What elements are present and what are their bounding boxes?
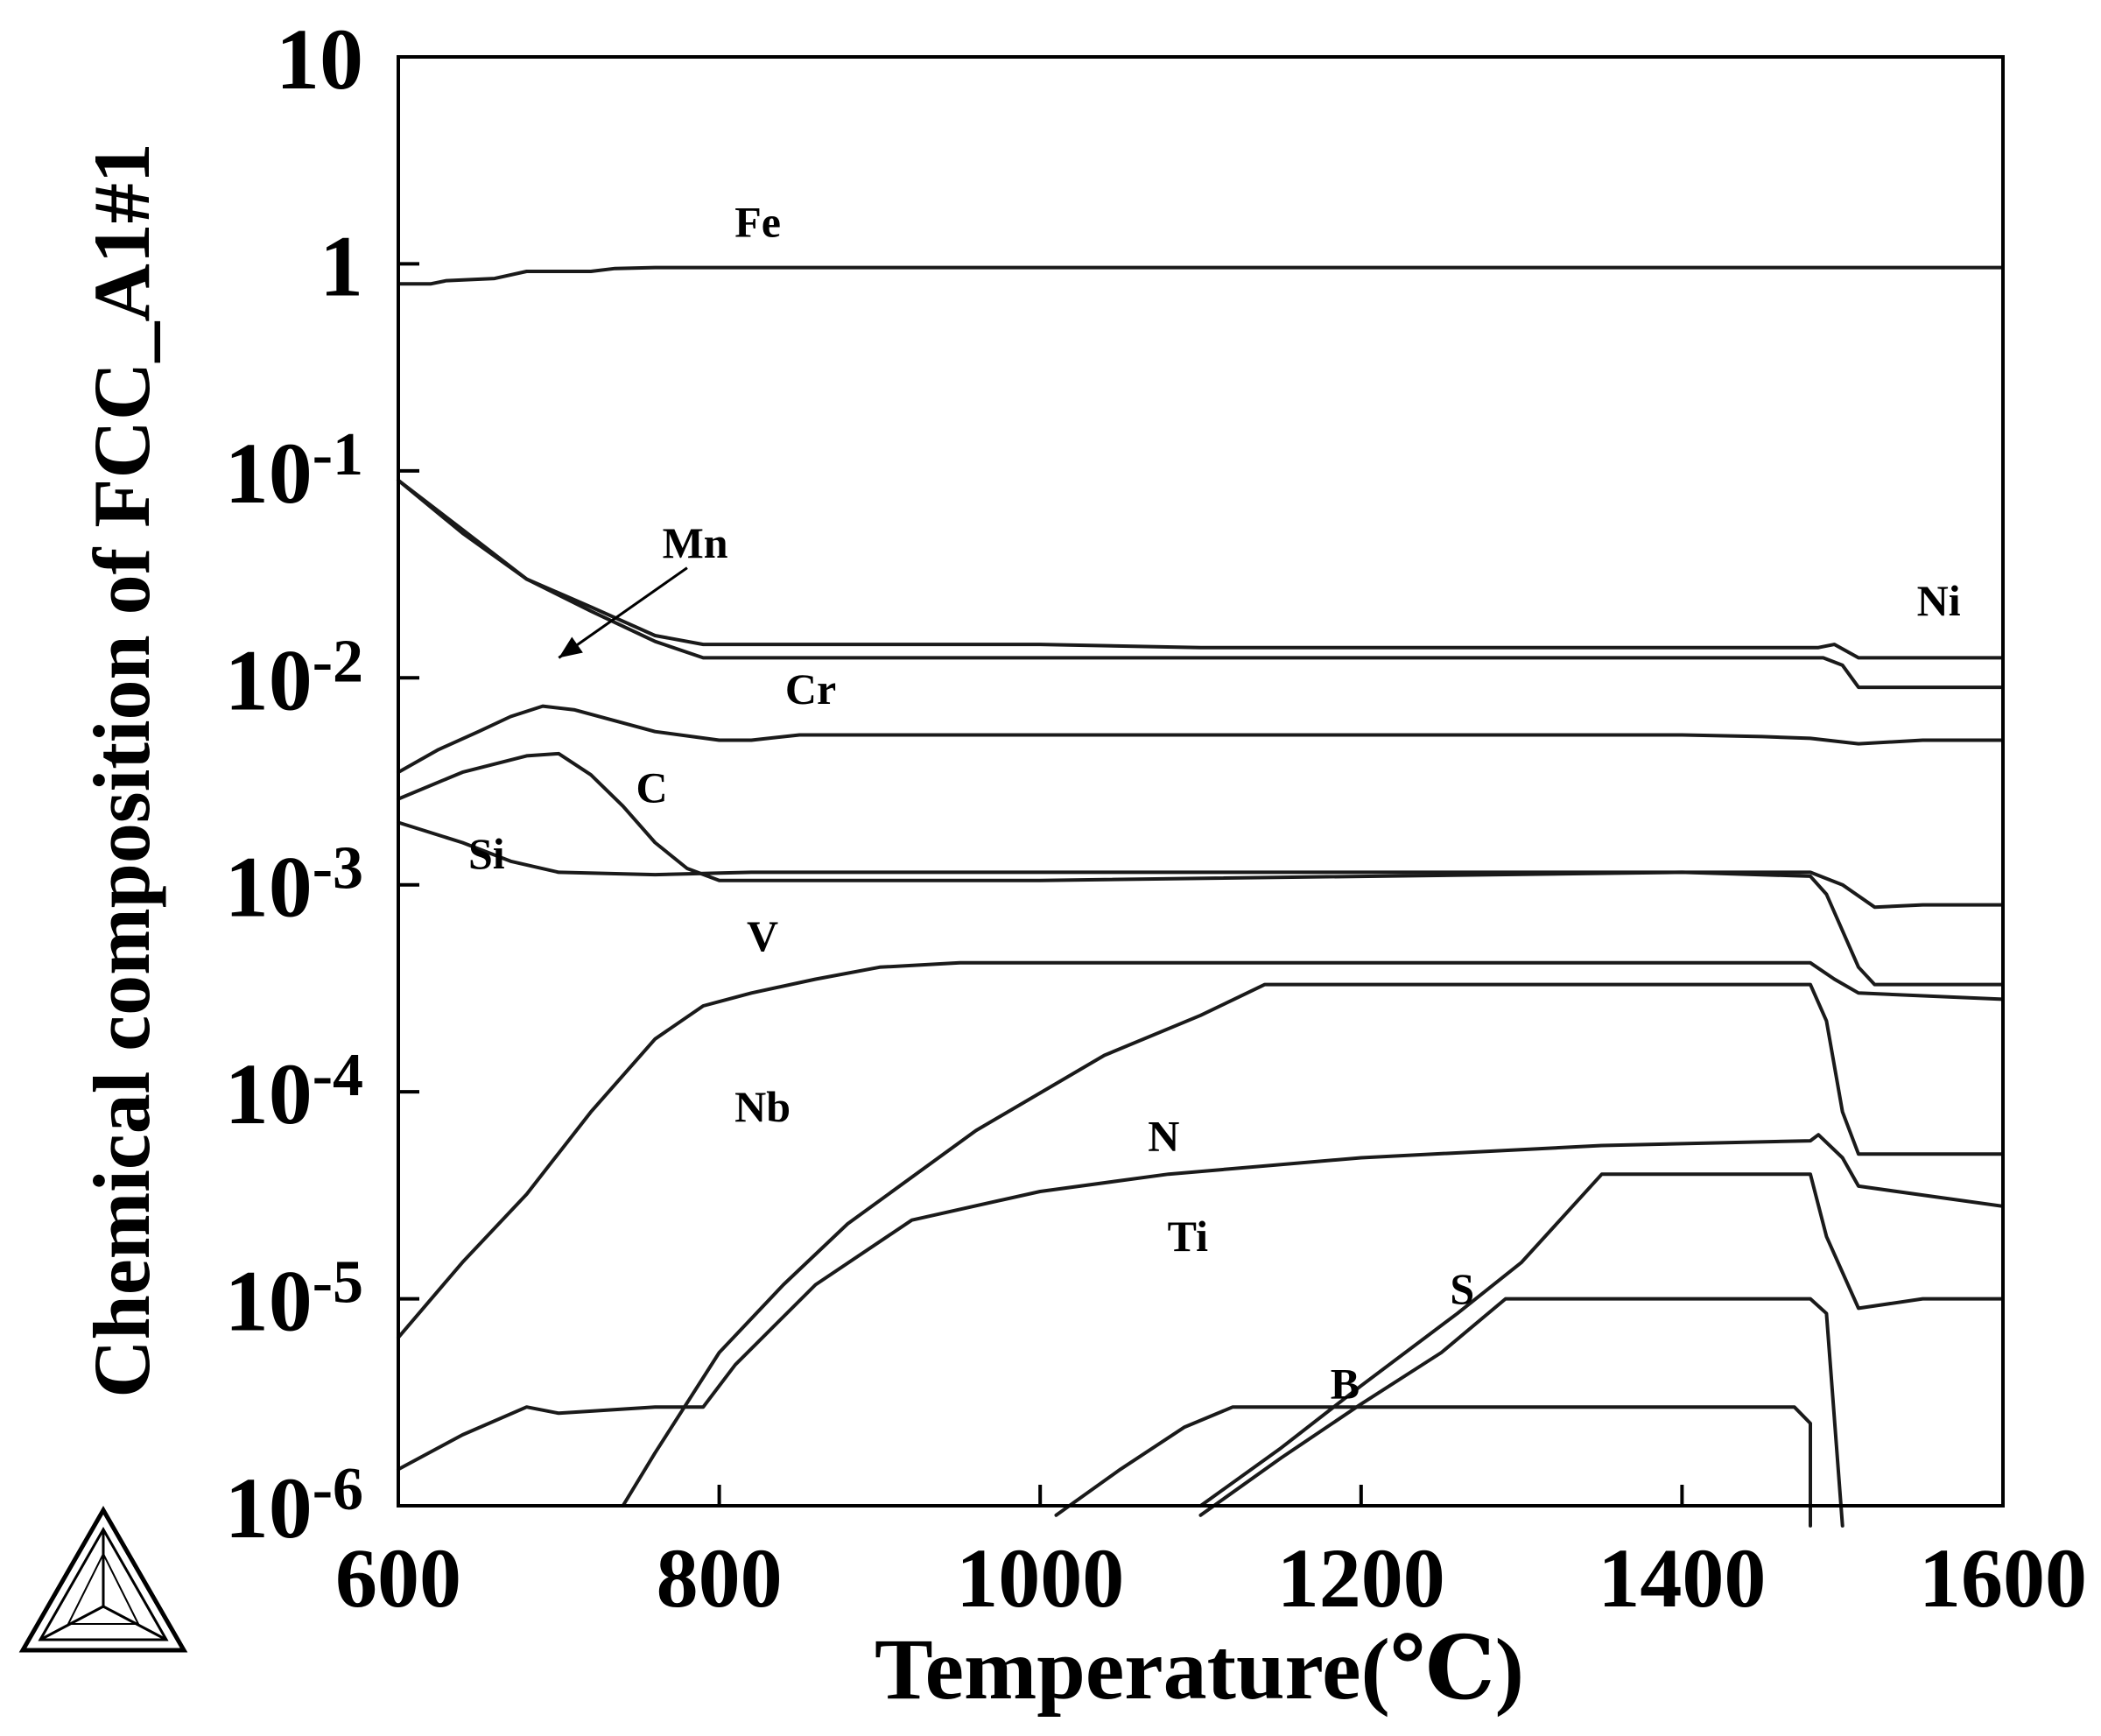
thermo-calc-logo-icon bbox=[18, 1505, 188, 1653]
x-axis-title: Temperature(℃) bbox=[875, 1620, 1524, 1718]
plot-lines bbox=[397, 265, 2005, 1528]
series-label-b: B bbox=[1331, 1359, 1360, 1408]
y-tick-label: 10-3 bbox=[225, 835, 363, 936]
series-label-cr: Cr bbox=[785, 664, 836, 713]
y-tick-label: 10 bbox=[276, 11, 363, 108]
series-line-v bbox=[397, 960, 2005, 1339]
series-line-si bbox=[397, 820, 2005, 910]
series-label-v: V bbox=[747, 911, 778, 960]
series-label-ti: Ti bbox=[1168, 1212, 1208, 1261]
series-line-s bbox=[1198, 1297, 1845, 1528]
y-tick-exponent: -4 bbox=[313, 1042, 363, 1109]
x-tick-labels: 600 800 1000 1200 1400 1600 bbox=[335, 1531, 2087, 1625]
y-tick-label: 10-1 bbox=[225, 421, 363, 522]
series-line-b bbox=[1054, 1405, 1812, 1528]
series-line-nb bbox=[621, 982, 2005, 1508]
y-tick-label: 1 bbox=[320, 217, 363, 314]
x-tick-label: 1000 bbox=[956, 1531, 1124, 1625]
series-line-cr bbox=[397, 704, 2005, 775]
series-label-n: N bbox=[1148, 1111, 1179, 1160]
y-tick-base: 10 bbox=[225, 1253, 313, 1350]
x-tick-label: 600 bbox=[335, 1531, 461, 1625]
plot-frame bbox=[397, 55, 2005, 1508]
series-label-fe: Fe bbox=[734, 198, 781, 247]
y-tick-label: 10-4 bbox=[225, 1042, 363, 1142]
y-tick-label: 10-6 bbox=[225, 1456, 363, 1557]
x-tick-label: 800 bbox=[657, 1531, 783, 1625]
y-tick-base: 10 bbox=[225, 1045, 313, 1142]
x-tick-label: 1400 bbox=[1598, 1531, 1766, 1625]
mn-arrowhead-icon bbox=[559, 636, 583, 658]
axis-ticks bbox=[397, 55, 2005, 1508]
series-label-nb: Nb bbox=[734, 1082, 791, 1131]
y-tick-exponent: -2 bbox=[313, 628, 363, 695]
y-tick-exponent: -1 bbox=[313, 421, 363, 488]
y-tick-base: 10 bbox=[225, 425, 313, 522]
series-label-si: Si bbox=[468, 829, 505, 878]
series-line-mn bbox=[397, 478, 2005, 690]
series-line-n bbox=[397, 1133, 2005, 1472]
series-line-ni bbox=[397, 478, 2005, 660]
series-line-fe bbox=[397, 265, 2005, 286]
y-tick-exponent: -6 bbox=[313, 1456, 363, 1523]
series-label-c: C bbox=[636, 763, 668, 812]
y-tick-base: 10 bbox=[225, 1459, 313, 1557]
x-tick-label: 1200 bbox=[1277, 1531, 1445, 1625]
y-tick-exponent: -3 bbox=[313, 835, 363, 903]
x-tick-label: 1600 bbox=[1919, 1531, 2087, 1625]
mn-arrow bbox=[558, 566, 688, 659]
y-tick-base: 10 bbox=[225, 631, 313, 728]
series-label-s: S bbox=[1450, 1264, 1474, 1313]
y-tick-label: 10-2 bbox=[225, 628, 363, 728]
series-line-ti bbox=[1198, 1172, 2005, 1508]
series-label-ni: Ni bbox=[1917, 576, 1961, 625]
y-tick-base: 1 bbox=[320, 217, 363, 314]
y-axis-title: Chemical composition of FCC_A1#1 bbox=[77, 143, 166, 1398]
series-labels: Fe Ni Mn Cr C Si V Nb N Ti S B bbox=[468, 198, 1961, 1409]
y-tick-exponent: -5 bbox=[313, 1249, 363, 1317]
y-tick-base: 10 bbox=[225, 839, 313, 936]
series-label-mn: Mn bbox=[663, 518, 728, 567]
y-tick-base: 10 bbox=[276, 11, 363, 108]
y-tick-label: 10-5 bbox=[225, 1249, 363, 1350]
